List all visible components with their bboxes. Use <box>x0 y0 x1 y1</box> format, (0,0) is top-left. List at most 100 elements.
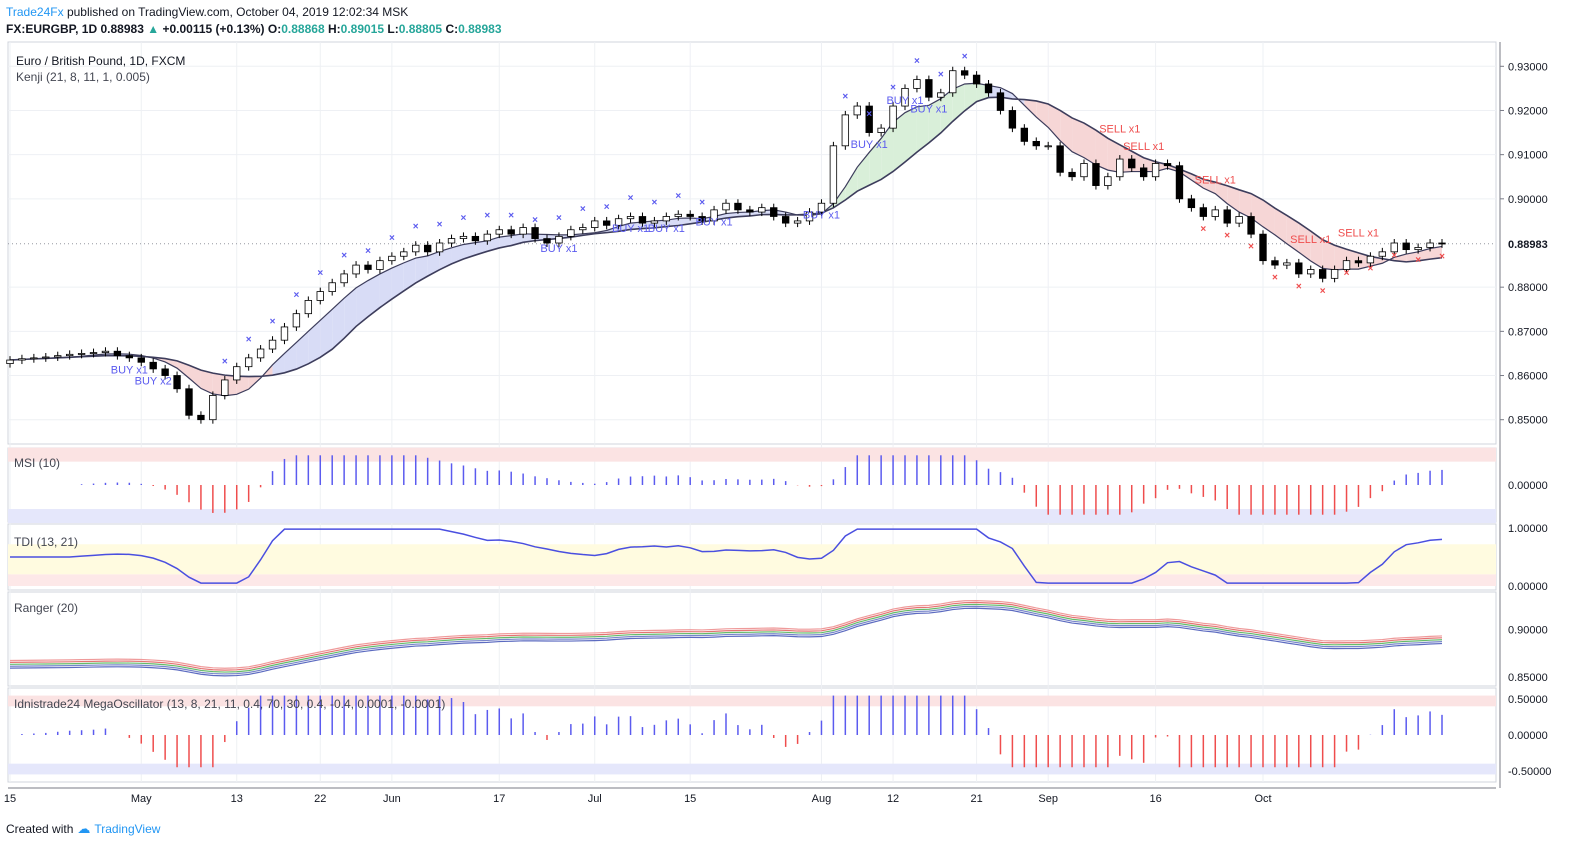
bull-candle <box>901 87 909 107</box>
bull-candle <box>817 202 826 213</box>
main-pane-frame <box>7 41 1497 445</box>
bull-candle <box>913 79 921 89</box>
bull-candle <box>376 260 384 270</box>
bull-candle <box>626 216 635 220</box>
kenji-band-segment <box>1095 130 1108 171</box>
bull-x-marker: × <box>580 204 586 215</box>
buy-signal-label: BUY x1 <box>851 139 888 151</box>
x-tick-label: Oct <box>1254 793 1271 805</box>
kenji-band-segment <box>403 258 416 291</box>
symbol-label: FX:EURGBP, 1D <box>6 22 98 36</box>
x-tick-label: Sep <box>1038 793 1058 805</box>
up-arrow-icon: ▲ <box>147 22 160 36</box>
bull-candle <box>352 264 360 275</box>
bear-candle <box>1008 110 1017 129</box>
x-tick-label: Aug <box>812 793 832 805</box>
bear-candle <box>543 238 551 244</box>
kenji-slow-line <box>9 96 1443 378</box>
price-tick-label: 0.85000 <box>1508 415 1548 427</box>
bull-candle <box>1414 247 1422 251</box>
kenji-band-segment <box>1036 100 1049 128</box>
open-label: O: <box>267 22 282 36</box>
kenji-band-segment <box>177 360 189 379</box>
tradingview-logo-icon: ☁ <box>77 821 91 836</box>
bear-candle <box>173 375 181 390</box>
kenji-indicator-label: Kenji (21, 8, 11, 1, 0.005) <box>16 70 150 84</box>
bear-candle <box>1056 145 1064 173</box>
buy-signal-label: BUY x1 <box>886 95 923 107</box>
kenji-band-segment <box>1274 208 1287 244</box>
bull-x-marker: × <box>365 246 371 257</box>
tdi-mid-zone <box>8 544 1496 575</box>
ranger-line <box>9 605 1443 675</box>
kenji-band-segment <box>379 268 392 308</box>
bull-x-marker: × <box>628 193 634 204</box>
bull-candle <box>1151 163 1160 178</box>
bull-candle <box>1235 216 1243 224</box>
msi-tick-label: 0.00000 <box>1508 480 1548 492</box>
bull-candle <box>244 357 253 368</box>
kenji-band-segment <box>427 251 440 277</box>
mega-upper-zone <box>8 695 1496 707</box>
bull-candle <box>1330 269 1339 279</box>
bear-x-marker: × <box>1415 255 1421 266</box>
kenji-band-segment <box>356 280 368 327</box>
bear-candle <box>1402 242 1410 251</box>
bear-candle <box>602 220 611 226</box>
kenji-band-segment <box>1263 200 1275 235</box>
kenji-band-segment <box>1203 179 1216 194</box>
kenji-band-segment <box>332 298 345 350</box>
tdi-label: TDI (13, 21) <box>14 535 79 549</box>
bull-candle <box>829 145 838 204</box>
bull-x-marker: × <box>532 215 538 226</box>
kenji-band-segment <box>236 376 249 395</box>
kenji-band-segment <box>916 105 929 153</box>
bear-x-marker: × <box>1344 268 1350 279</box>
bear-x-marker: × <box>1272 273 1278 284</box>
ranger-line <box>9 603 1443 673</box>
bull-x-marker: × <box>484 211 490 222</box>
kenji-band-segment <box>308 320 321 364</box>
last-price-label: 0.88983 <box>1508 239 1548 251</box>
mega-pane-frame <box>7 687 1497 783</box>
bull-x-marker: × <box>914 56 920 67</box>
bear-candle <box>781 216 790 224</box>
bull-candle <box>328 282 336 292</box>
kenji-band-segment <box>1072 117 1084 158</box>
bull-candle <box>280 326 289 341</box>
bear-candle <box>1223 209 1231 224</box>
bull-candle <box>435 242 444 253</box>
bull-candle <box>388 255 396 262</box>
bull-candle <box>662 216 671 222</box>
bull-candle <box>674 213 682 217</box>
kenji-band-segment <box>189 365 201 389</box>
tradingview-link[interactable]: TradingView <box>94 822 161 836</box>
bull-candle <box>1116 158 1124 178</box>
x-tick-label: 12 <box>887 793 899 805</box>
bull-candle <box>591 220 599 228</box>
bear-x-marker: × <box>1200 224 1206 235</box>
bull-candle <box>459 235 468 239</box>
bull-x-marker: × <box>604 202 610 213</box>
x-tick-label: Jun <box>383 793 401 805</box>
bear-candle <box>125 355 134 359</box>
buy-signal-label: BUY x1 <box>910 104 947 116</box>
bear-candle <box>1295 262 1303 275</box>
bull-x-marker: × <box>842 91 848 102</box>
publisher-link[interactable]: Trade24Fx <box>6 5 64 19</box>
bear-candle <box>770 207 778 217</box>
kenji-band-segment <box>200 370 213 394</box>
bear-candle <box>1175 165 1184 200</box>
kenji-band-segment <box>928 98 941 143</box>
price-tick-label: 0.87000 <box>1508 326 1548 338</box>
bull-candle <box>567 229 575 237</box>
kenji-band-segment <box>1430 246 1442 260</box>
bull-candle <box>292 313 301 328</box>
bull-candle <box>841 114 850 147</box>
high-label: H: <box>327 22 341 36</box>
bear-candle <box>1354 260 1363 264</box>
bull-x-marker: × <box>437 220 443 231</box>
bull-candle <box>268 339 277 350</box>
msi-upper-zone <box>8 447 1496 462</box>
